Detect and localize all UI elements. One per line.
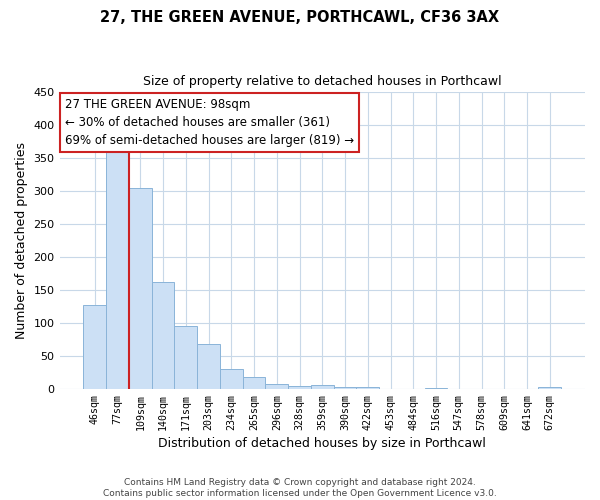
Bar xyxy=(288,386,311,389)
Title: Size of property relative to detached houses in Porthcawl: Size of property relative to detached ho… xyxy=(143,75,502,88)
Bar xyxy=(106,148,129,389)
Y-axis label: Number of detached properties: Number of detached properties xyxy=(15,142,28,339)
Bar xyxy=(220,370,242,389)
Bar xyxy=(265,384,288,389)
Bar xyxy=(152,282,175,389)
Bar xyxy=(175,326,197,389)
Text: 27, THE GREEN AVENUE, PORTHCAWL, CF36 3AX: 27, THE GREEN AVENUE, PORTHCAWL, CF36 3A… xyxy=(100,10,500,25)
Bar xyxy=(425,388,448,389)
Bar xyxy=(356,387,379,389)
Bar xyxy=(197,344,220,389)
Bar xyxy=(83,304,106,389)
Bar xyxy=(538,387,561,389)
Bar xyxy=(242,378,265,389)
X-axis label: Distribution of detached houses by size in Porthcawl: Distribution of detached houses by size … xyxy=(158,437,486,450)
Bar xyxy=(311,385,334,389)
Text: Contains HM Land Registry data © Crown copyright and database right 2024.
Contai: Contains HM Land Registry data © Crown c… xyxy=(103,478,497,498)
Bar xyxy=(129,188,152,389)
Text: 27 THE GREEN AVENUE: 98sqm
← 30% of detached houses are smaller (361)
69% of sem: 27 THE GREEN AVENUE: 98sqm ← 30% of deta… xyxy=(65,98,354,147)
Bar xyxy=(334,387,356,389)
